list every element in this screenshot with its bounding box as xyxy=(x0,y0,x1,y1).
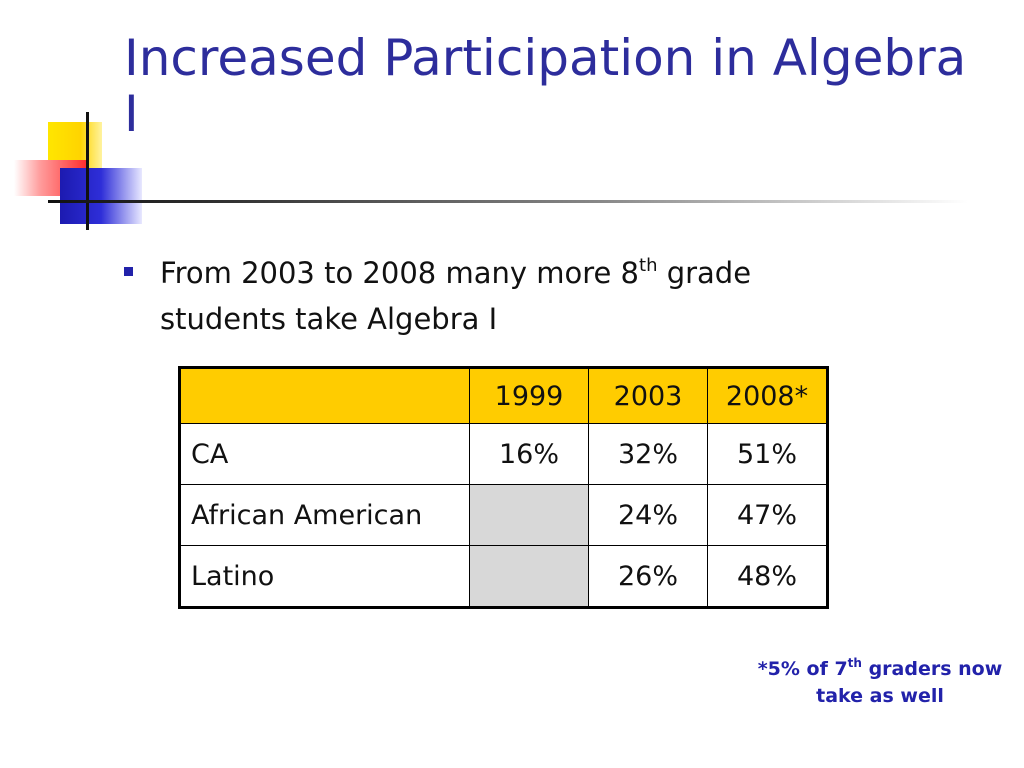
bullet-item: From 2003 to 2008 many more 8th grade st… xyxy=(124,250,824,342)
footnote-start: *5% of 7 xyxy=(757,658,848,680)
bullet-superscript: th xyxy=(639,255,658,276)
table-row: Latino 26% 48% xyxy=(179,545,828,608)
decor-vertical-line xyxy=(86,112,89,230)
bullet-square-icon xyxy=(124,267,133,276)
value-cell: 48% xyxy=(707,545,828,608)
row-label-cell: African American xyxy=(179,484,470,546)
row-label-cell: Latino xyxy=(179,545,470,608)
value-cell: 16% xyxy=(469,423,589,485)
bullet-text-start: From 2003 to 2008 many more 8 xyxy=(160,256,640,290)
value-cell: 47% xyxy=(707,484,828,546)
participation-table: 1999 2003 2008* CA 16% 32% 51% African A… xyxy=(178,366,829,609)
table-row: CA 16% 32% 51% xyxy=(179,423,828,485)
bullet-text: From 2003 to 2008 many more 8th grade st… xyxy=(160,250,824,342)
value-cell: 51% xyxy=(707,423,828,485)
table-row: African American 24% 47% xyxy=(179,484,828,546)
header-cell: 1999 xyxy=(469,367,589,424)
value-cell: 24% xyxy=(588,484,708,546)
value-cell: 32% xyxy=(588,423,708,485)
header-cell xyxy=(179,367,470,424)
decor-blue-square xyxy=(60,168,142,224)
empty-value-cell xyxy=(469,484,589,546)
value-cell: 26% xyxy=(588,545,708,608)
footnote-end: graders now take as well xyxy=(816,658,1003,707)
footnote: *5% of 7th graders now take as well xyxy=(740,656,1020,710)
footnote-superscript: th xyxy=(847,656,862,670)
row-label-cell: CA xyxy=(179,423,470,485)
title-underline xyxy=(48,200,968,203)
bullet-text-end: grade students take Algebra I xyxy=(160,256,752,336)
slide-title: Increased Participation in Algebra I xyxy=(124,29,967,143)
header-cell: 2008* xyxy=(707,367,828,424)
table-header-row: 1999 2003 2008* xyxy=(179,367,828,424)
header-cell: 2003 xyxy=(588,367,708,424)
empty-value-cell xyxy=(469,545,589,608)
